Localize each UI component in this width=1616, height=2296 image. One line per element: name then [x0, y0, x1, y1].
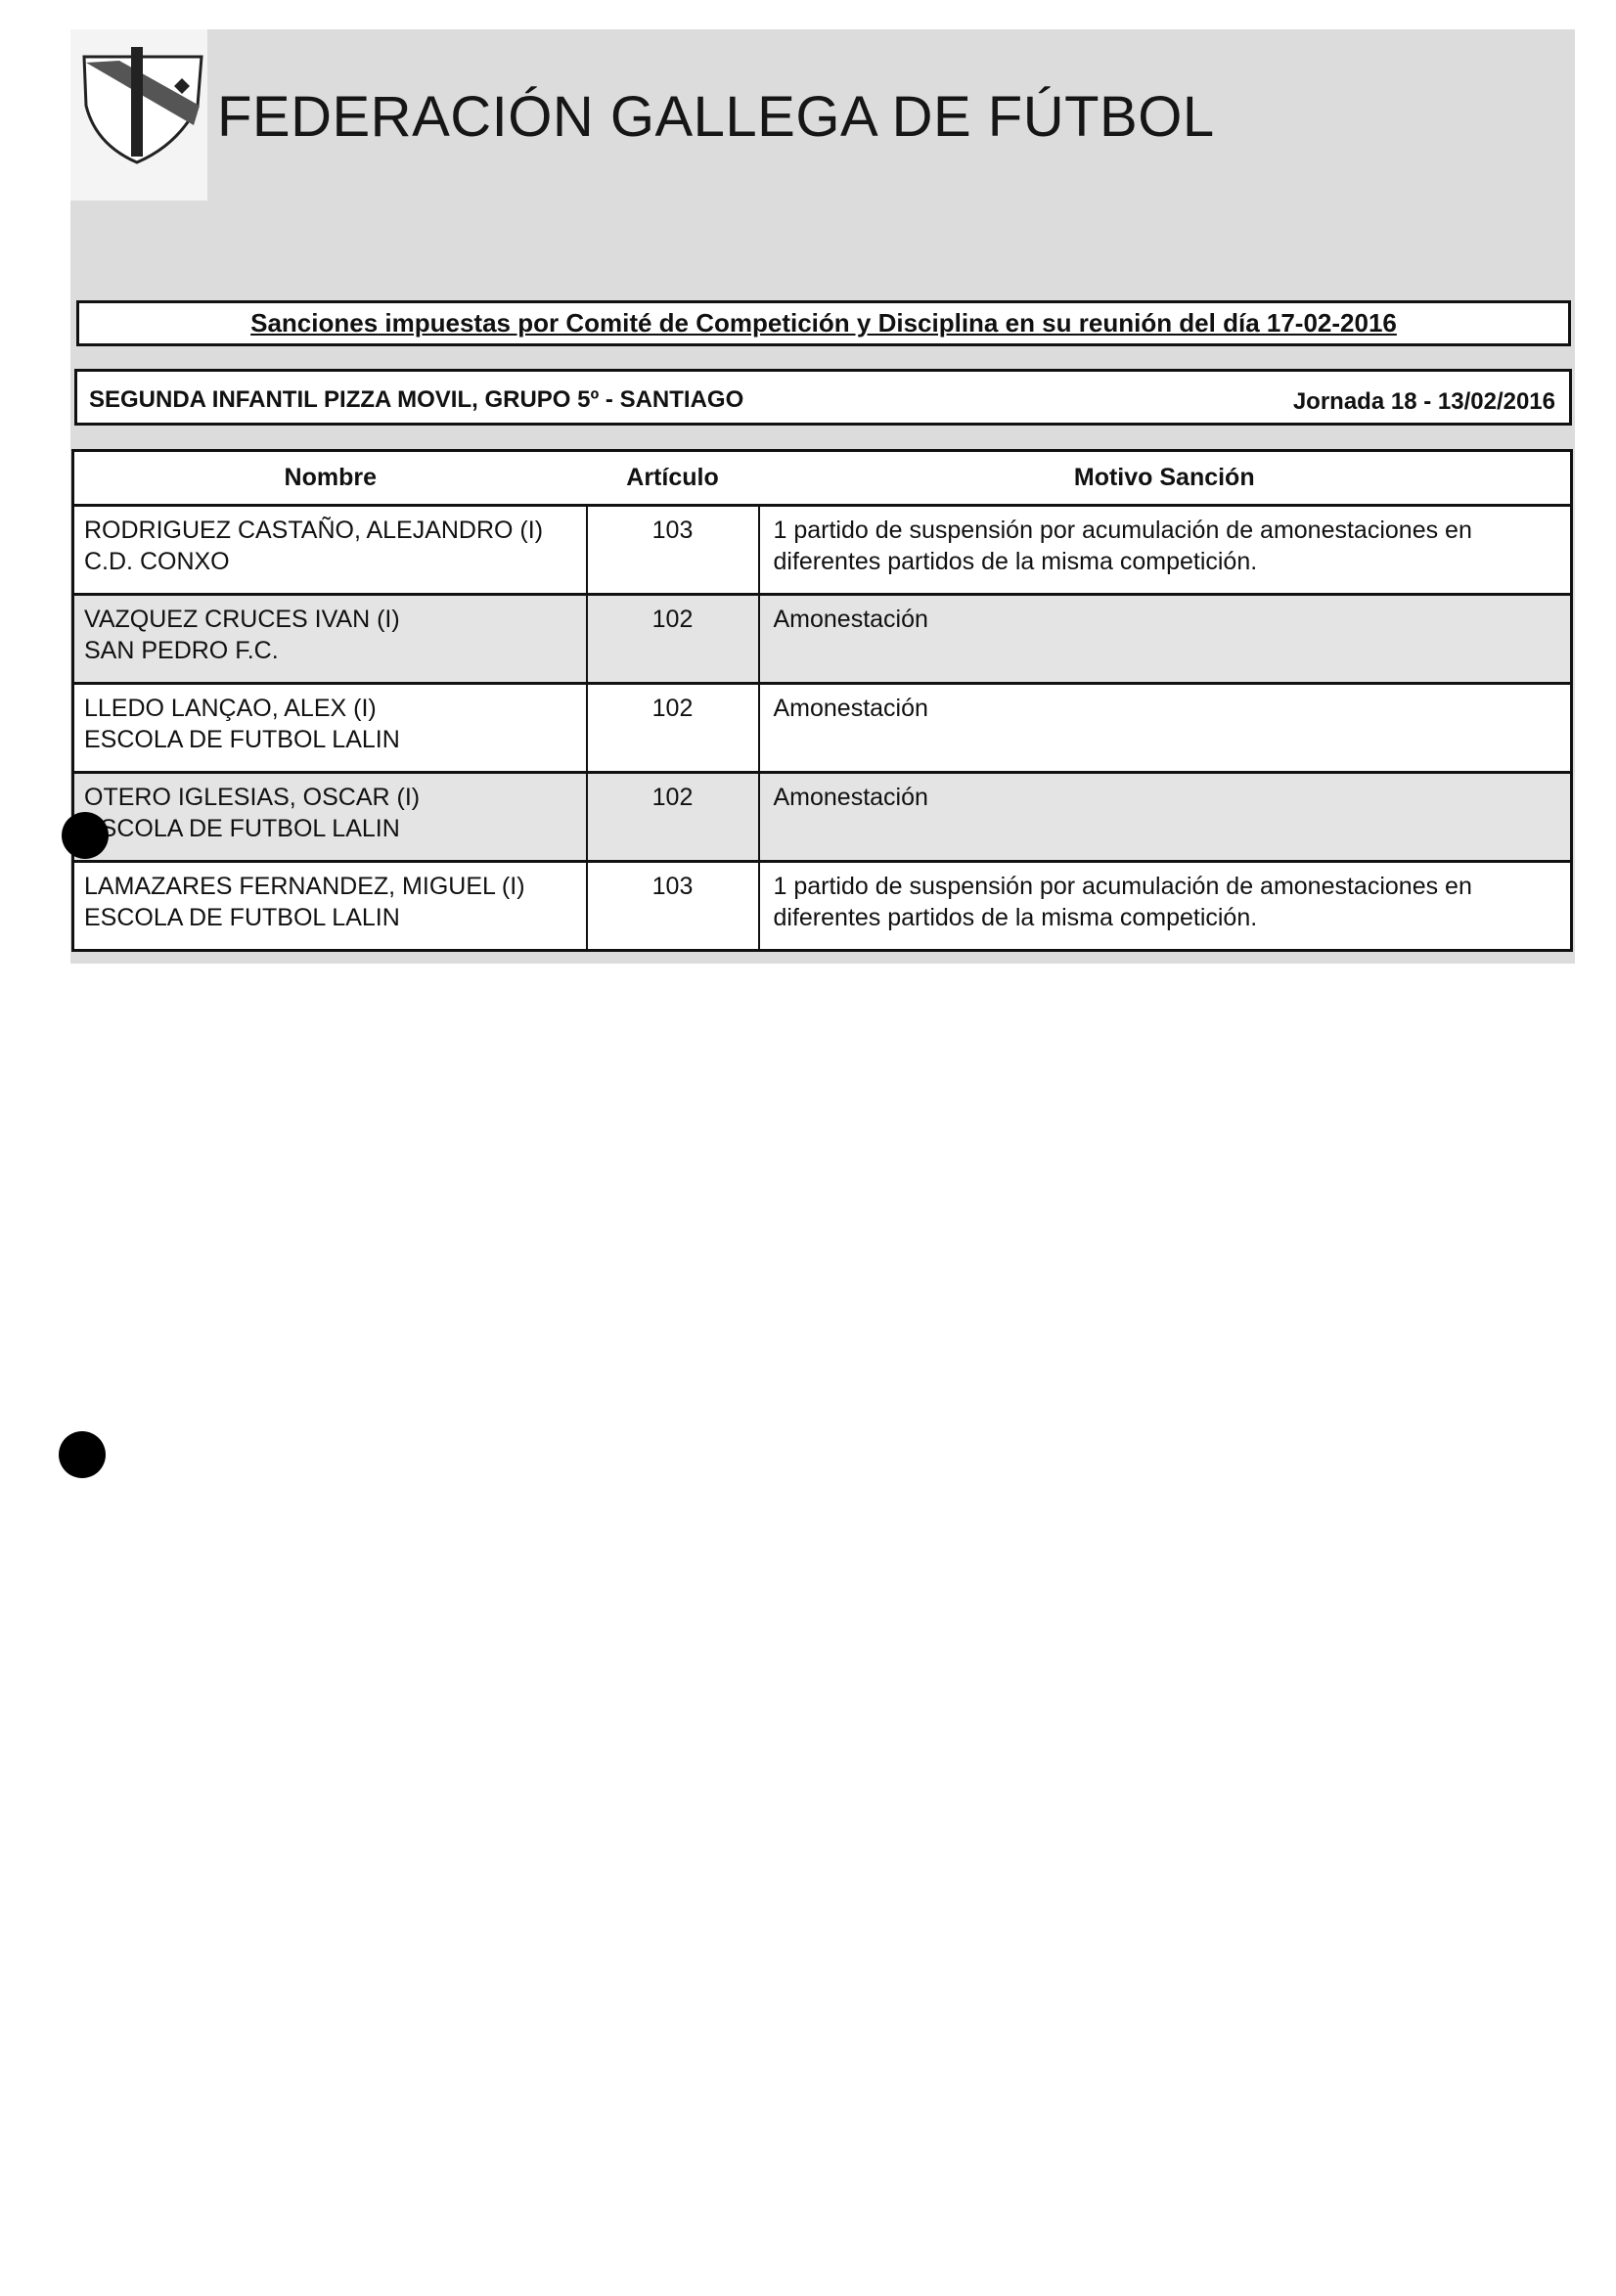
article-cell: 103 — [585, 860, 760, 952]
federation-logo-icon — [82, 47, 203, 164]
reason-cell: Amonestación — [757, 771, 1573, 863]
article-cell: 102 — [585, 593, 760, 685]
club-name: C.D. CONXO — [84, 548, 230, 575]
table-row: LAMAZARES FERNANDEZ, MIGUEL (I) ESCOLA DE… — [71, 860, 1573, 952]
reason-cell: Amonestación — [757, 593, 1573, 685]
column-header-reason: Motivo Sanción — [758, 449, 1572, 507]
name-cell: LAMAZARES FERNANDEZ, MIGUEL (I) ESCOLA DE… — [71, 860, 588, 952]
table-row: LLEDO LANÇAO, ALEX (I) ESCOLA DE FUTBOL L… — [71, 682, 1573, 774]
punch-hole — [59, 1431, 106, 1478]
name-cell: RODRIGUEZ CASTAÑO, ALEJANDRO (I) C.D. CON… — [71, 504, 588, 596]
reason-cell: Amonestación — [757, 682, 1573, 774]
reason-cell: 1 partido de suspensión por acumulación … — [757, 504, 1573, 596]
club-name: ESCOLA DE FUTBOL LALIN — [84, 904, 400, 931]
table-row: RODRIGUEZ CASTAÑO, ALEJANDRO (I) C.D. CON… — [71, 504, 1573, 596]
club-name: ESCOLA DE FUTBOL LALIN — [84, 815, 400, 842]
meeting-title-box: Sanciones impuestas por Comité de Compet… — [76, 300, 1571, 346]
meeting-title: Sanciones impuestas por Comité de Compet… — [250, 308, 1397, 338]
competition-name: SEGUNDA INFANTIL PIZZA MOVIL, GRUPO 5º -… — [89, 386, 744, 413]
name-cell: OTERO IGLESIAS, OSCAR (I) ESCOLA DE FUTBO… — [71, 771, 588, 863]
name-cell: VAZQUEZ CRUCES IVAN (I) SAN PEDRO F.C. — [71, 593, 588, 685]
article-cell: 102 — [585, 771, 760, 863]
punch-hole — [62, 812, 109, 859]
organization-title: FEDERACIÓN GALLEGA DE FÚTBOL — [217, 85, 1215, 149]
table-header-row: Nombre Artículo Motivo Sanción — [72, 449, 1572, 507]
article-cell: 103 — [585, 504, 760, 596]
table-row: VAZQUEZ CRUCES IVAN (I) SAN PEDRO F.C. 10… — [71, 593, 1573, 685]
club-name: ESCOLA DE FUTBOL LALIN — [84, 726, 400, 753]
sanctions-table: Nombre Artículo Motivo Sanción RODRIGUEZ… — [71, 449, 1573, 952]
club-name: SAN PEDRO F.C. — [84, 637, 279, 664]
table-row: OTERO IGLESIAS, OSCAR (I) ESCOLA DE FUTBO… — [71, 771, 1573, 863]
article-cell: 102 — [585, 682, 760, 774]
reason-cell: 1 partido de suspensión por acumulación … — [757, 860, 1573, 952]
player-name: LAMAZARES FERNANDEZ, MIGUEL (I) — [84, 873, 525, 900]
player-name: OTERO IGLESIAS, OSCAR (I) — [84, 784, 421, 811]
player-name: RODRIGUEZ CASTAÑO, ALEJANDRO (I) — [84, 517, 544, 544]
column-header-name: Nombre — [72, 449, 587, 507]
player-name: VAZQUEZ CRUCES IVAN (I) — [84, 606, 400, 633]
competition-box: SEGUNDA INFANTIL PIZZA MOVIL, GRUPO 5º -… — [74, 369, 1572, 426]
player-name: LLEDO LANÇAO, ALEX (I) — [84, 695, 377, 722]
name-cell: LLEDO LANÇAO, ALEX (I) ESCOLA DE FUTBOL L… — [71, 682, 588, 774]
column-header-article: Artículo — [586, 449, 759, 507]
round-date: Jornada 18 - 13/02/2016 — [1292, 388, 1555, 415]
